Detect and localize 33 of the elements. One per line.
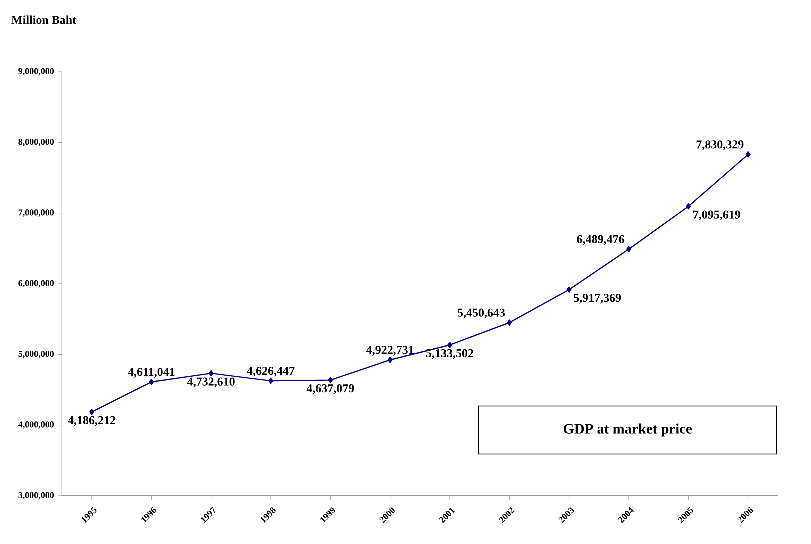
y-tick-label: 5,000,000 <box>18 350 54 358</box>
data-label: 7,095,619 <box>694 210 740 221</box>
data-label: 7,830,329 <box>696 140 744 150</box>
data-label: 6,489,476 <box>577 235 624 246</box>
data-label: 5,917,369 <box>574 294 622 304</box>
point <box>149 379 154 386</box>
point <box>90 409 94 416</box>
y-tick-label: 9,000,000 <box>18 68 54 76</box>
point <box>626 246 632 253</box>
point <box>268 378 274 384</box>
data-label: 4,637,079 <box>306 384 354 394</box>
y-tick-label: 4,000,000 <box>18 422 54 430</box>
data-label: 4,611,041 <box>128 368 175 378</box>
data-label: 4,626,447 <box>247 367 295 377</box>
point <box>686 203 692 210</box>
point <box>208 370 214 377</box>
point <box>566 286 572 293</box>
point <box>507 320 512 326</box>
point <box>746 152 751 158</box>
data-label: 5,133,502 <box>426 349 474 360</box>
data-label: 5,450,643 <box>458 308 506 319</box>
data-label: 4,922,731 <box>366 346 414 356</box>
data-label: 4,186,212 <box>68 416 116 426</box>
y-tick-label: 7,000,000 <box>18 210 54 218</box>
data-label: 4,732,610 <box>187 378 235 388</box>
y-axis-title: Million Baht <box>12 16 76 24</box>
y-tick-label: 6,000,000 <box>18 280 54 288</box>
point <box>328 377 334 384</box>
point <box>448 342 452 348</box>
y-tick-label: 3,000,000 <box>18 492 54 500</box>
y-tick-label: 8,000,000 <box>18 138 54 146</box>
annotation: GDP at market price <box>564 424 692 437</box>
point <box>388 357 393 364</box>
